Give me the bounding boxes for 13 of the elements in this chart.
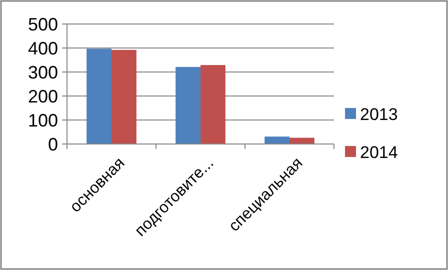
y-tick-label: 500	[28, 14, 58, 34]
bar	[86, 48, 112, 144]
bar	[176, 66, 200, 144]
y-tick-label: 200	[28, 86, 58, 106]
y-tick-label: 0	[48, 134, 58, 154]
y-tick-label: 400	[28, 38, 58, 58]
bar	[264, 136, 290, 144]
y-tick-label: 100	[28, 110, 58, 130]
bar	[200, 65, 226, 144]
legend-label: 2014	[360, 142, 398, 162]
y-tick-label: 300	[28, 62, 58, 82]
bar	[112, 50, 136, 144]
legend-label: 2013	[360, 104, 398, 124]
